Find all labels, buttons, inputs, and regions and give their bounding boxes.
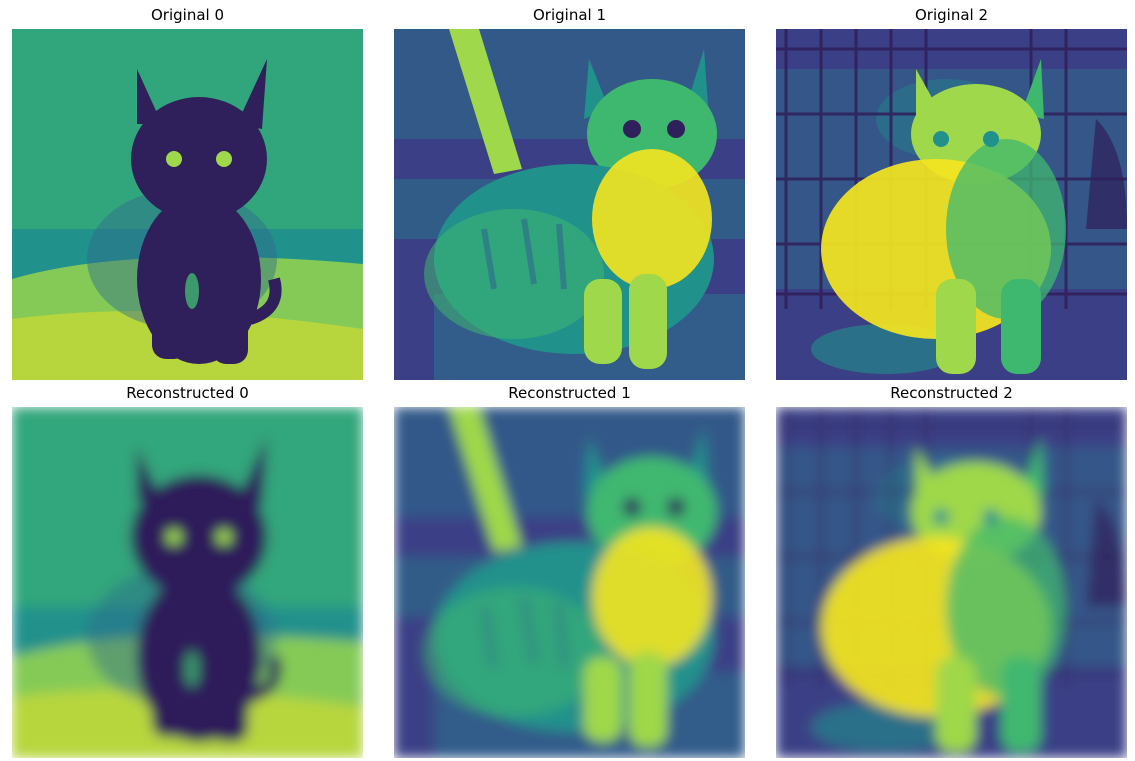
panel-title: Original 2 [914,6,988,24]
tabby-kitten-picture [394,29,745,380]
panel-title: Reconstructed 1 [508,384,631,402]
black-kitten-picture [12,407,363,758]
reconstructed-image [12,407,363,758]
panel-title: Original 1 [532,6,606,24]
panel-reconstructed-1: Reconstructed 1 [394,382,745,758]
original-image [12,29,363,380]
panel-original-1: Original 1 [394,4,745,380]
tabby-kitten-picture [394,407,745,758]
panel-title: Reconstructed 0 [126,384,249,402]
caged-cat-picture [776,407,1127,758]
panel-title: Reconstructed 2 [890,384,1013,402]
panel-title: Original 0 [150,6,224,24]
reconstructed-image [394,407,745,758]
panel-original-2: Original 2 [776,4,1127,380]
panel-original-0: Original 0 [12,4,363,380]
original-image [394,29,745,380]
caged-cat-picture [776,29,1127,380]
panel-reconstructed-0: Reconstructed 0 [12,382,363,758]
panel-reconstructed-2: Reconstructed 2 [776,382,1127,758]
reconstructed-image [776,407,1127,758]
black-kitten-picture [12,29,363,380]
original-image [776,29,1127,380]
